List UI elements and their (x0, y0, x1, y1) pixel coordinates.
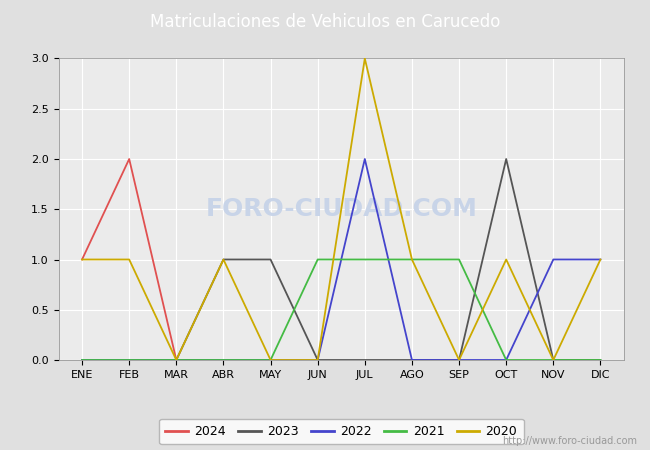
2020 (597, 257, 604, 262)
Line: 2024: 2024 (82, 159, 270, 360)
2024 (125, 156, 133, 162)
2020 (549, 357, 557, 363)
2022 (172, 357, 180, 363)
2022 (266, 357, 274, 363)
2023 (314, 357, 322, 363)
2021 (314, 257, 322, 262)
2021 (220, 357, 228, 363)
2023 (549, 357, 557, 363)
Text: http://www.foro-ciudad.com: http://www.foro-ciudad.com (502, 436, 637, 446)
2021 (408, 257, 416, 262)
2020 (502, 257, 510, 262)
2022 (125, 357, 133, 363)
2021 (172, 357, 180, 363)
2022 (455, 357, 463, 363)
2023 (125, 357, 133, 363)
2021 (266, 357, 274, 363)
2020 (408, 257, 416, 262)
2023 (455, 357, 463, 363)
Line: 2022: 2022 (82, 159, 601, 360)
2021 (125, 357, 133, 363)
Line: 2021: 2021 (82, 260, 601, 360)
2024 (266, 357, 274, 363)
2020 (172, 357, 180, 363)
2023 (172, 357, 180, 363)
2020 (455, 357, 463, 363)
2022 (597, 257, 604, 262)
2022 (408, 357, 416, 363)
2021 (361, 257, 369, 262)
2023 (266, 257, 274, 262)
Line: 2020: 2020 (82, 58, 601, 360)
2020 (78, 257, 86, 262)
2022 (549, 257, 557, 262)
2021 (549, 357, 557, 363)
2023 (78, 357, 86, 363)
2021 (502, 357, 510, 363)
2021 (455, 257, 463, 262)
2020 (220, 257, 228, 262)
2022 (220, 357, 228, 363)
2021 (78, 357, 86, 363)
2020 (266, 357, 274, 363)
2023 (502, 156, 510, 162)
2022 (314, 357, 322, 363)
2020 (361, 56, 369, 61)
Text: FORO-CIUDAD.COM: FORO-CIUDAD.COM (205, 197, 477, 221)
2021 (597, 357, 604, 363)
2023 (408, 357, 416, 363)
2020 (125, 257, 133, 262)
2022 (361, 156, 369, 162)
2022 (78, 357, 86, 363)
Line: 2023: 2023 (82, 159, 601, 360)
2023 (597, 357, 604, 363)
2020 (314, 357, 322, 363)
Text: Matriculaciones de Vehiculos en Carucedo: Matriculaciones de Vehiculos en Carucedo (150, 13, 500, 31)
2023 (361, 357, 369, 363)
2023 (220, 257, 228, 262)
2024 (78, 257, 86, 262)
Legend: 2024, 2023, 2022, 2021, 2020: 2024, 2023, 2022, 2021, 2020 (159, 418, 523, 444)
2024 (220, 357, 228, 363)
2024 (172, 357, 180, 363)
2022 (502, 357, 510, 363)
